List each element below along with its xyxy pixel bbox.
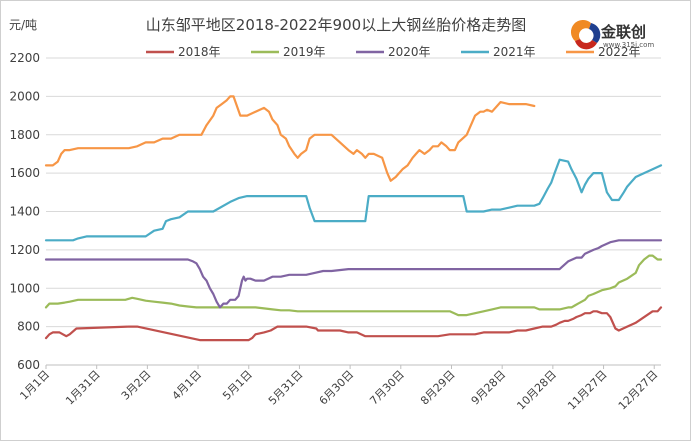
- y-axis-ticks: 600 800 1000 1200 1400 1600 1800 2000 2200: [9, 51, 40, 372]
- legend-entry-label: 2019年: [283, 45, 326, 59]
- y-tick-label: 600: [17, 358, 40, 372]
- y-tick-label: 1600: [9, 166, 40, 180]
- y-tick-label: 1400: [9, 205, 40, 219]
- chart-gridlines: [46, 57, 661, 366]
- y-axis-unit-label: 元/吨: [9, 18, 37, 32]
- x-tick-label: 12月27日: [616, 368, 661, 413]
- y-tick-label: 2200: [9, 51, 40, 65]
- logo-arc-red-icon: [575, 39, 597, 50]
- logo-arc-orange-icon: [570, 19, 591, 41]
- x-tick-label: 6月30日: [317, 368, 357, 408]
- x-tick-label: 5月1日: [220, 368, 255, 403]
- y-tick-label: 2000: [9, 89, 40, 103]
- y-tick-label: 1000: [9, 281, 40, 295]
- legend-entry-label: 2020年: [388, 45, 431, 59]
- logo-url: www.315i.com: [603, 41, 654, 49]
- chart-legend: 2018年 2019年 2020年 2021年 2022年: [146, 45, 641, 59]
- legend-entry-label: 2021年: [493, 45, 536, 59]
- logo-name: 金联创: [600, 23, 646, 41]
- series-line-2022: [44, 95, 536, 182]
- series-line-2018: [44, 306, 663, 342]
- x-tick-label: 3月2日: [119, 368, 154, 403]
- legend-entry-label: 2018年: [178, 45, 221, 59]
- x-tick-label: 5月31日: [266, 368, 306, 408]
- logo-arc-blue-icon: [589, 23, 601, 43]
- y-tick-label: 800: [17, 320, 40, 334]
- series-line-2019: [44, 254, 663, 317]
- chart-title: 山东邹平地区2018-2022年900以上大钢丝胎价格走势图: [146, 16, 526, 34]
- x-tick-label: 9月28日: [469, 368, 509, 408]
- x-tick-label: 1月31日: [63, 368, 103, 408]
- x-tick-label: 8月29日: [418, 368, 458, 408]
- x-tick-label: 4月1日: [170, 368, 205, 403]
- y-tick-label: 1200: [9, 243, 40, 257]
- x-axis-ticks: 1月1日 1月31日 3月2日 4月1日 5月1日 5月31日 6月30日 7月30日 8月29…: [17, 365, 660, 412]
- y-tick-label: 1800: [9, 128, 40, 142]
- series-line-2021: [44, 158, 663, 242]
- x-tick-label: 7月30日: [367, 368, 407, 408]
- brand-logo: 金联创 www.315i.com: [570, 19, 654, 50]
- series-line-2020: [44, 239, 663, 309]
- chart-series: [44, 95, 663, 342]
- x-tick-label: 11月27日: [565, 368, 610, 413]
- x-tick-label: 10月28日: [514, 368, 559, 413]
- legend-entry-label: 2022年: [598, 45, 641, 59]
- x-tick-label: 1月1日: [17, 368, 52, 403]
